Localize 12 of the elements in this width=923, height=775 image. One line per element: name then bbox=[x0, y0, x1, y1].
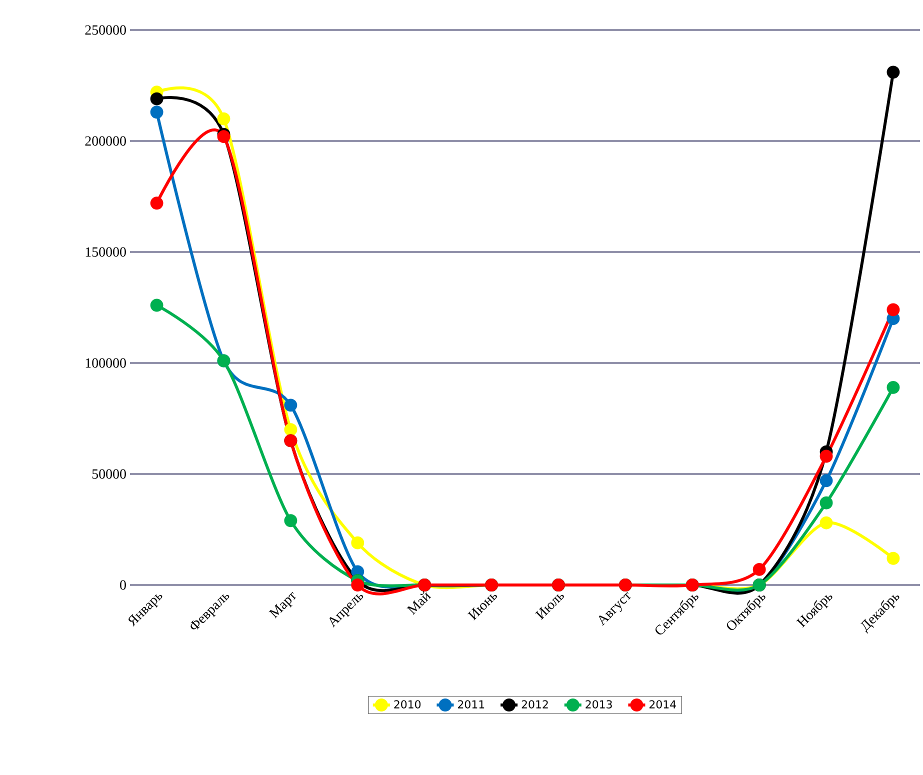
legend-label: 2012 bbox=[522, 700, 548, 708]
y-tick-label: 200000 bbox=[85, 136, 126, 146]
y-tick-label: 250000 bbox=[85, 25, 126, 35]
legend-label: 2010 bbox=[394, 700, 421, 708]
legend-label: 2013 bbox=[586, 700, 612, 708]
y-tick-label: 150000 bbox=[86, 247, 126, 257]
legend-label: 2011 bbox=[458, 700, 484, 708]
y-tick-label: 0 bbox=[120, 580, 126, 590]
y-tick-label: 50000 bbox=[92, 469, 126, 479]
x-tick-label: Май bbox=[406, 590, 432, 615]
legend-label: 2014 bbox=[650, 700, 676, 708]
y-tick-label: 100000 bbox=[86, 358, 126, 368]
